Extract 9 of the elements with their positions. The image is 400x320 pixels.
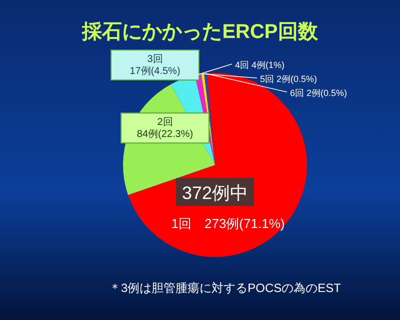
slice-label: 3回 17例(4.5%) bbox=[130, 54, 180, 77]
slice-label: 5回 2例(0.5%) bbox=[260, 74, 318, 84]
chart-title: 採石にかかったERCP回数 bbox=[81, 21, 319, 43]
slice-label: 2回 84例(22.3%) bbox=[136, 117, 194, 140]
text: 372例中 bbox=[182, 183, 248, 203]
slice-label: 1回 273例(71.1%) bbox=[171, 216, 285, 231]
text: ＊3例は胆管腫瘍に対するPOCSの為のEST bbox=[108, 281, 342, 295]
slice-label: 6回 2例(0.5%) bbox=[290, 88, 348, 98]
slice-label: 4回 4例(1%) bbox=[235, 60, 285, 70]
